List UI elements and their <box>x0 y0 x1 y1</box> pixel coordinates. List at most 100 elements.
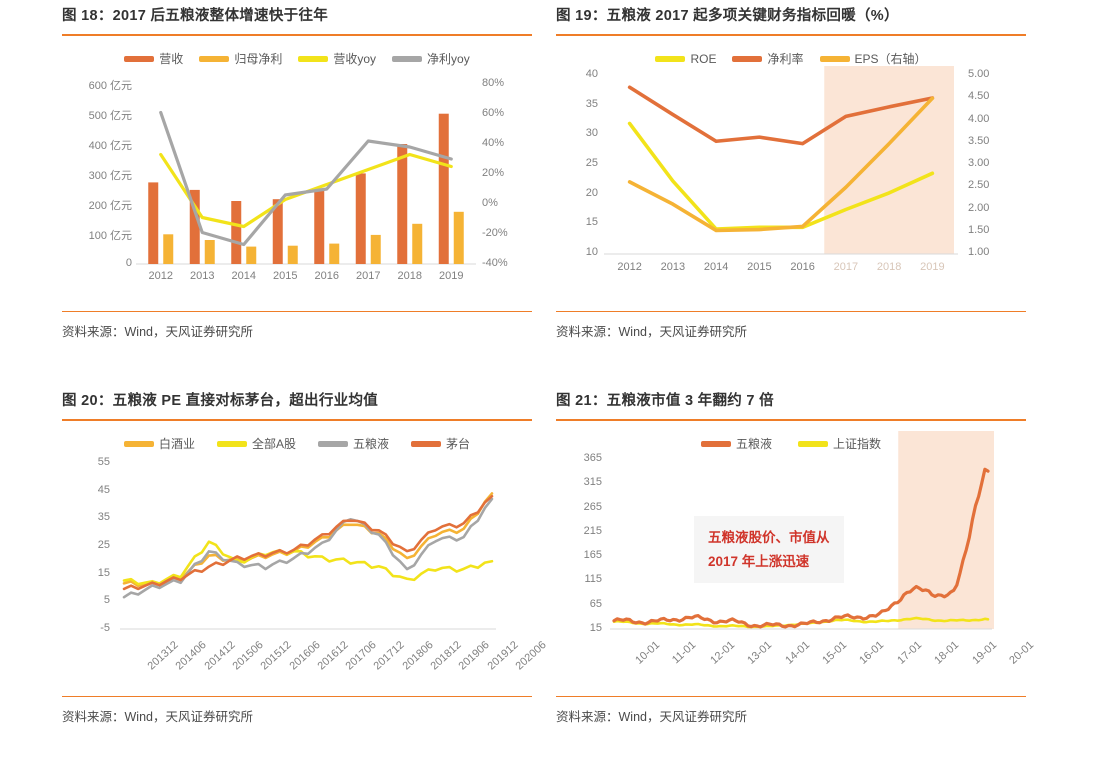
legend-item: 五粮液 <box>318 435 389 452</box>
figure-20-source: 资料来源：Wind，天风证券研究所 <box>62 710 253 724</box>
legend-swatch-icon <box>798 440 828 447</box>
figure-19-ytick-right: 3.00 <box>968 157 990 169</box>
legend-item: 营收 <box>124 50 183 67</box>
legend-item: 茅台 <box>411 435 470 452</box>
legend-item: 五粮液 <box>700 435 772 452</box>
figure-18-xtick: 2012 <box>148 270 173 282</box>
legend-item: 上证指数 <box>798 435 881 452</box>
figure-20-ytick: 15 <box>97 566 110 579</box>
figure-19-ytick-left: 15 <box>585 216 598 229</box>
figure-18-ytick-right: -20% <box>482 227 508 239</box>
figure-18-xtick: 2018 <box>397 270 422 282</box>
legend-label: ROE <box>690 51 717 66</box>
legend-label: EPS（右轴） <box>854 52 927 66</box>
figure-19-ytick-right: 1.00 <box>968 246 990 258</box>
figure-18-ytick-left: 300 亿元 <box>88 170 132 182</box>
figure-21-annotation: 五粮液股价、市值从 2017 年上涨迅速 <box>694 516 844 584</box>
legend-item: 净利yoy <box>392 50 470 67</box>
figure-19-ytick-right: 1.50 <box>968 223 990 236</box>
figure-18-plot: 0 100 亿元 200 亿元 300 亿元 400 亿元 500 亿元 600 亿元 -40… <box>62 36 532 282</box>
figure-18-xtick: 2015 <box>273 270 298 282</box>
figure-18-ytick-right: 60% <box>482 107 505 119</box>
figure-21-ytick: 15 <box>589 622 602 634</box>
legend-swatch-icon <box>124 55 155 62</box>
figure-19-title: 图 19：五粮液 2017 起多项关键财务指标回暖（%） <box>556 8 899 24</box>
figure-21-legend: 五粮液 上证指数 <box>556 421 1026 452</box>
legend-label: 白酒业 <box>158 437 195 451</box>
figure-18-ytick-right: -40% <box>482 257 508 269</box>
figure-18-legend: 营收 归母净利 营收yoy 净利yoy <box>62 36 532 67</box>
figure-panel-19: 图 19：五粮液 2017 起多项关键财务指标回暖（%） ROE 净利率 EPS（右… <box>556 4 1026 340</box>
figure-19-xtick: 2014 <box>703 261 729 273</box>
figure-panel-21: 图 21：五粮液市值 3 年翻约 7 倍 五粮液 上证指数 15 65 115 165 2… <box>556 389 1036 725</box>
figure-20-chart: 白酒业 全部A股 五粮液 茅台 -5 5 15 25 35 45 55 201312 201406 20… <box>62 421 549 696</box>
figure-19-legend: ROE 净利率 EPS（右轴） <box>556 36 1026 67</box>
legend-item: 营收yoy <box>298 50 376 67</box>
legend-swatch-icon <box>819 55 850 62</box>
legend-swatch-icon <box>700 440 731 447</box>
figure-19-ytick-left: 35 <box>585 97 598 110</box>
legend-swatch-icon <box>216 440 247 447</box>
legend-item: 全部A股 <box>216 435 296 452</box>
figure-21-ytick: 165 <box>583 549 602 562</box>
figure-21-ytick: 365 <box>583 452 602 464</box>
figure-19-top-rule <box>556 34 1026 36</box>
legend-item: 归母净利 <box>199 50 282 67</box>
figure-18-title: 图 18：2017 后五粮液整体增速快于往年 <box>62 8 329 24</box>
figure-19-xtick: 2015 <box>747 261 772 273</box>
figure-21-ytick: 265 <box>583 500 602 513</box>
figure-19-ytick-left: 20 <box>585 186 598 199</box>
figure-19-ytick-right: 2.00 <box>968 201 990 214</box>
legend-swatch-icon <box>298 55 329 62</box>
figure-18-xtick: 2019 <box>439 270 464 282</box>
legend-swatch-icon <box>732 55 763 62</box>
figure-18-chart: 营收 归母净利 营收yoy 净利yoy 0 100 亿元 200 亿元 300 亿元 400 … <box>62 36 532 311</box>
figure-18-ytick-right: 0% <box>482 197 498 209</box>
figure-18-xtick: 2017 <box>356 270 381 282</box>
legend-swatch-icon <box>411 440 442 447</box>
legend-label: 上证指数 <box>833 437 882 451</box>
legend-label: 茅台 <box>446 437 471 451</box>
figure-19-ytick-left: 10 <box>585 246 598 258</box>
figure-19-ytick-right: 2.50 <box>968 179 990 192</box>
figure-18-ytick-left: 500 亿元 <box>88 110 132 122</box>
legend-label: 五粮液 <box>353 437 390 451</box>
figure-18-ytick-left: 400 亿元 <box>88 140 132 152</box>
figure-panel-18: 图 18：2017 后五粮液整体增速快于往年 营收 归母净利 营收yoy 净利yoy … <box>62 4 532 340</box>
figure-18-ytick-right: 40% <box>482 137 505 149</box>
legend-swatch-icon <box>123 440 154 447</box>
figure-20-ytick: 35 <box>97 511 110 524</box>
figure-20-ytick: -5 <box>100 622 110 634</box>
figure-19-xtick: 2017 <box>833 261 859 273</box>
figure-19-xtick: 2013 <box>660 261 686 273</box>
figure-20-legend: 白酒业 全部A股 五粮液 茅台 <box>62 421 532 452</box>
figure-20-title: 图 20：五粮液 PE 直接对标茅台，超出行业均值 <box>62 393 379 409</box>
legend-item: EPS（右轴） <box>819 50 927 67</box>
legend-label: 营收yoy <box>333 52 377 66</box>
figure-20-bottom-rule <box>62 696 532 697</box>
legend-swatch-icon <box>318 440 348 447</box>
figure-21-source: 资料来源：Wind，天风证券研究所 <box>556 710 747 724</box>
legend-item: 白酒业 <box>123 435 195 452</box>
figure-19-bottom-rule <box>556 311 1026 312</box>
figure-19-xtick: 2019 <box>920 261 945 273</box>
figure-18-xtick: 2013 <box>190 270 215 282</box>
legend-item: 净利率 <box>732 50 804 67</box>
figure-21-chart: 五粮液 上证指数 15 65 115 165 215 265 315 365 10-01 11-01… <box>556 421 1036 696</box>
legend-label: 营收 <box>159 52 184 66</box>
annotation-line-2: 2017 年上涨迅速 <box>708 553 810 569</box>
legend-label: 净利率 <box>767 52 804 66</box>
figure-19-xtick: 2016 <box>790 261 815 273</box>
figure-21-ytick: 65 <box>589 597 602 610</box>
figure-18-ytick-left: 200 亿元 <box>88 200 132 212</box>
figure-21-plot: 15 65 115 165 215 265 315 365 10-01 11-01 12-01 13-… <box>556 421 1036 667</box>
figure-18-source: 资料来源：Wind，天风证券研究所 <box>62 325 253 339</box>
figure-19-ytick-left: 30 <box>585 127 598 140</box>
figure-19-xtick: 2018 <box>876 261 902 273</box>
annotation-line-1: 五粮液股价、市值从 <box>708 530 830 545</box>
figure-18-ytick-right: 80% <box>482 77 505 89</box>
figure-19-chart: ROE 净利率 EPS（右轴） 10 15 20 25 30 35 40 1.00 1.50 2.00… <box>556 36 1026 311</box>
figure-18-ytick-left: 100 亿元 <box>88 230 132 242</box>
legend-label: 全部A股 <box>251 437 296 451</box>
figure-19-ytick-left: 25 <box>585 157 598 169</box>
